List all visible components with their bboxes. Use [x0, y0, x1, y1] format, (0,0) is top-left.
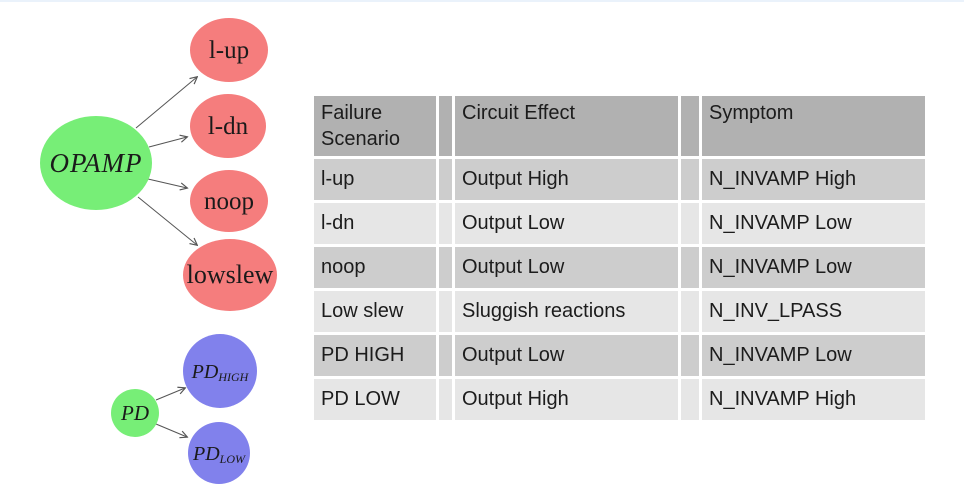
node-pd[interactable]	[111, 389, 159, 437]
header-spacer-2	[681, 96, 699, 156]
header-failure-scenario: Failure Scenario	[314, 96, 436, 156]
header-spacer-1	[439, 96, 452, 156]
cell-symptom: N_INV_LPASS	[702, 291, 925, 332]
arrow-opamp-ldn	[148, 137, 187, 148]
pd-high-base: PD	[191, 361, 219, 383]
node-l-dn[interactable]	[190, 94, 266, 158]
cell-spacer	[681, 203, 699, 244]
cell-spacer	[439, 159, 452, 200]
cell-spacer	[439, 379, 452, 420]
node-pd-low[interactable]	[188, 422, 250, 484]
cell-scenario: l-dn	[314, 203, 436, 244]
arrow-opamp-noop	[147, 178, 187, 188]
cell-spacer	[439, 291, 452, 332]
table-row-l-up: l-up Output High N_INVAMP High	[314, 159, 925, 200]
node-pd-high-label: PDHIGH	[191, 361, 250, 384]
cell-spacer	[439, 203, 452, 244]
header-circuit-effect: Circuit Effect	[455, 96, 678, 156]
cell-effect: Sluggish reactions	[455, 291, 678, 332]
table-header-row: Failure Scenario Circuit Effect Symptom	[314, 96, 925, 156]
node-pd-low-label: PDLOW	[192, 443, 246, 466]
cell-spacer	[681, 379, 699, 420]
pd-low-base: PD	[192, 443, 220, 465]
cell-symptom: N_INVAMP Low	[702, 335, 925, 376]
cell-symptom: N_INVAMP High	[702, 379, 925, 420]
node-l-dn-label: l-dn	[208, 113, 249, 140]
pd-low-subscript: LOW	[219, 452, 246, 466]
table-row-noop: noop Output Low N_INVAMP Low	[314, 247, 925, 288]
node-opamp-label: OPAMP	[50, 148, 143, 178]
arrow-pd-high	[155, 388, 185, 401]
cell-scenario: l-up	[314, 159, 436, 200]
node-noop[interactable]	[190, 170, 268, 232]
slide-top-border	[0, 0, 964, 2]
node-opamp[interactable]	[40, 116, 152, 210]
cell-spacer	[439, 335, 452, 376]
cell-effect: Output High	[455, 159, 678, 200]
node-lowslew-label: lowslew	[187, 260, 274, 289]
cell-scenario: Low slew	[314, 291, 436, 332]
failure-scenario-table: Failure Scenario Circuit Effect Symptom …	[311, 93, 928, 423]
cell-spacer	[681, 247, 699, 288]
table-row-pd-low: PD LOW Output High N_INVAMP High	[314, 379, 925, 420]
node-l-up-label: l-up	[209, 37, 249, 64]
header-symptom: Symptom	[702, 96, 925, 156]
table-row-pd-high: PD HIGH Output Low N_INVAMP Low	[314, 335, 925, 376]
cell-spacer	[681, 291, 699, 332]
table-row-low-slew: Low slew Sluggish reactions N_INV_LPASS	[314, 291, 925, 332]
node-lowslew[interactable]	[183, 239, 277, 311]
cell-symptom: N_INVAMP High	[702, 159, 925, 200]
cell-effect: Output Low	[455, 247, 678, 288]
cell-spacer	[439, 247, 452, 288]
cell-scenario: PD LOW	[314, 379, 436, 420]
node-l-up[interactable]	[190, 18, 268, 82]
node-pd-label: PD	[120, 401, 149, 425]
cell-symptom: N_INVAMP Low	[702, 203, 925, 244]
arrow-pd-low	[155, 423, 187, 437]
cell-scenario: PD HIGH	[314, 335, 436, 376]
arrow-opamp-lowslew	[137, 196, 197, 245]
pd-high-subscript: HIGH	[217, 370, 249, 384]
cell-spacer	[681, 159, 699, 200]
node-noop-label: noop	[204, 188, 254, 215]
cell-effect: Output Low	[455, 335, 678, 376]
table-row-l-dn: l-dn Output Low N_INVAMP Low	[314, 203, 925, 244]
cell-effect: Output High	[455, 379, 678, 420]
fault-tree-diagram: OPAMP l-up l-dn noop lowslew PD PDHIGH P…	[40, 18, 277, 484]
cell-symptom: N_INVAMP Low	[702, 247, 925, 288]
cell-effect: Output Low	[455, 203, 678, 244]
node-pd-high[interactable]	[183, 334, 257, 408]
arrow-opamp-lup	[135, 77, 197, 129]
cell-scenario: noop	[314, 247, 436, 288]
cell-spacer	[681, 335, 699, 376]
